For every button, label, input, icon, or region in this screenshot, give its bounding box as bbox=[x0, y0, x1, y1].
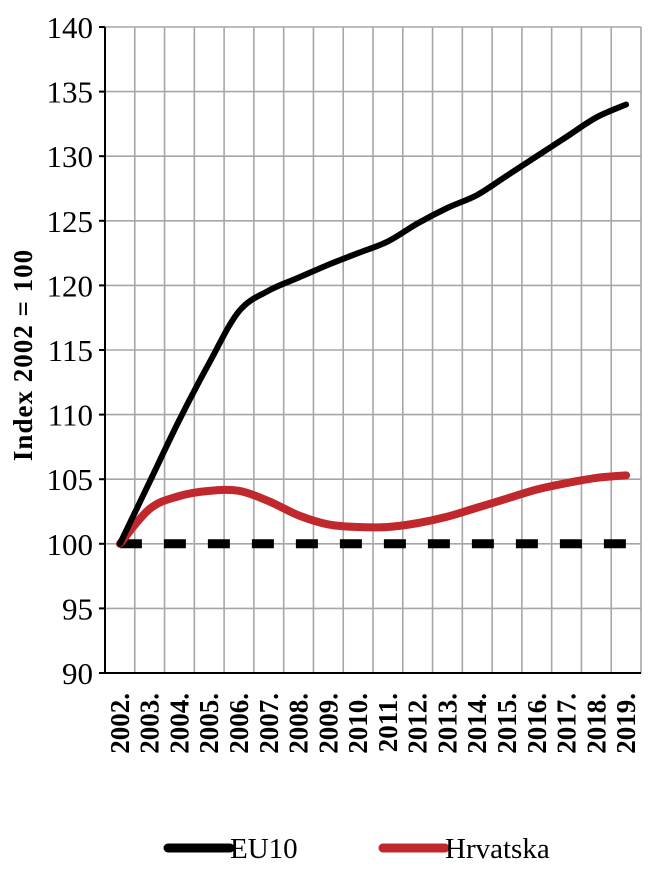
legend: EU10 Hrvatska bbox=[163, 833, 550, 865]
legend-label-eu10: EU10 bbox=[230, 833, 298, 865]
x-tick-label-2002: 2002. bbox=[105, 693, 135, 754]
x-tick-label-2011: 2011. bbox=[373, 693, 403, 752]
x-tick-label-2003: 2003. bbox=[135, 693, 165, 754]
y-tick-label-125: 125 bbox=[47, 204, 94, 239]
x-tick-label-2004: 2004. bbox=[164, 693, 194, 754]
y-tick-label-90: 90 bbox=[62, 656, 93, 691]
y-axis-label: Index 2002 = 100 bbox=[8, 249, 38, 461]
y-tick-label-100: 100 bbox=[47, 527, 94, 562]
y-tick-label-130: 130 bbox=[47, 139, 94, 174]
x-tick-label-2018: 2018. bbox=[581, 693, 611, 754]
axes bbox=[99, 26, 641, 674]
y-tick-label-105: 105 bbox=[47, 462, 94, 497]
y-tick-label-135: 135 bbox=[47, 75, 94, 110]
x-tick-label-2006: 2006. bbox=[224, 693, 254, 754]
y-tick-label-110: 110 bbox=[48, 398, 93, 433]
y-tick-label-120: 120 bbox=[47, 268, 94, 303]
y-tick-label-115: 115 bbox=[48, 333, 93, 368]
x-tick-label-2012: 2012. bbox=[403, 693, 433, 754]
x-tick-label-2019: 2019. bbox=[611, 693, 641, 754]
y-tick-label-140: 140 bbox=[47, 10, 94, 45]
y-tick-label-95: 95 bbox=[62, 591, 93, 626]
x-tick-label-2013: 2013. bbox=[432, 693, 462, 754]
x-tick-label-2014: 2014. bbox=[462, 693, 492, 754]
x-tick-label-2015: 2015. bbox=[492, 693, 522, 754]
x-tick-labels: 2002. 2003. 2004. 2005. 2006. 2007. 2008. 2009.… bbox=[105, 693, 641, 754]
legend-label-hrvatska: Hrvatska bbox=[445, 833, 550, 865]
x-tick-label-2007: 2007. bbox=[254, 693, 284, 754]
series-line-eu10 bbox=[116, 101, 630, 547]
x-tick-label-2017: 2017. bbox=[552, 693, 582, 754]
series-line-hrvatska bbox=[115, 471, 631, 548]
x-tick-label-2005: 2005. bbox=[194, 693, 224, 754]
x-tick-label-2016: 2016. bbox=[522, 693, 552, 754]
y-tick-labels: 90 95 100 105 110 115 120 125 130 135 140 bbox=[47, 10, 94, 691]
x-tick-label-2010: 2010. bbox=[343, 693, 373, 754]
x-tick-label-2008: 2008. bbox=[284, 693, 314, 754]
series-group bbox=[115, 101, 631, 548]
x-tick-label-2009: 2009. bbox=[313, 693, 343, 754]
grid bbox=[104, 26, 642, 674]
